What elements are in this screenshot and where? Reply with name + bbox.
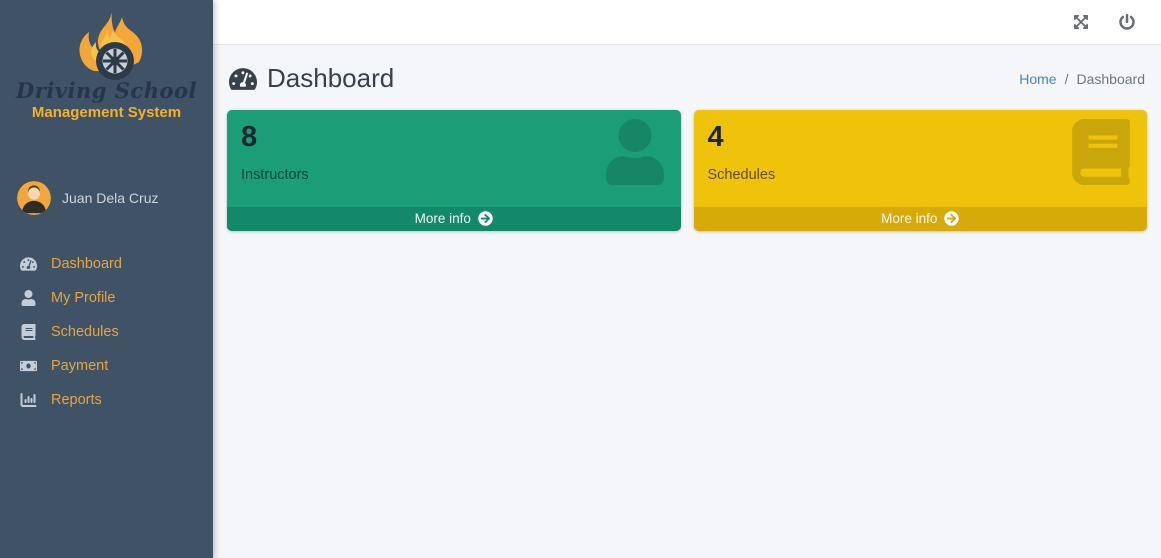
arrow-circle-right-icon	[944, 211, 960, 226]
more-info-label: More info	[881, 211, 938, 226]
sidebar-item-dashboard[interactable]: Dashboard	[0, 247, 213, 281]
fullscreen-icon[interactable]	[1073, 14, 1089, 30]
page-title-text: Dashboard	[267, 63, 395, 93]
content: Dashboard Home / Dashboard 8 Instructors…	[213, 45, 1161, 231]
breadcrumb-home-link[interactable]: Home	[1019, 70, 1057, 87]
sidebar-item-label: Reports	[51, 392, 102, 408]
tachometer-icon	[229, 67, 257, 90]
schedules-count: 4	[707, 121, 724, 153]
user-icon	[605, 119, 664, 185]
schedules-card: 4 Schedules More info	[693, 110, 1148, 231]
avatar	[17, 181, 51, 215]
bar-chart-icon	[18, 392, 38, 408]
book-icon	[1072, 119, 1130, 185]
schedules-card-inner: 4 Schedules	[694, 110, 1148, 207]
instructors-more-info-link[interactable]: More info	[227, 207, 681, 231]
user-name: Juan Dela Cruz	[62, 190, 159, 206]
brand-name: Driving School	[16, 78, 197, 103]
topbar	[213, 0, 1161, 45]
sidebar-item-my-profile[interactable]: My Profile	[0, 281, 213, 315]
arrow-circle-right-icon	[478, 211, 493, 226]
content-header: Dashboard Home / Dashboard	[227, 59, 1147, 110]
sidebar-item-label: Dashboard	[51, 256, 122, 272]
sidebar-item-label: My Profile	[51, 290, 116, 306]
sidebar-nav: Dashboard My Profile Schedules Payment R…	[0, 247, 213, 417]
wheel-icon	[95, 42, 134, 80]
sidebar-item-schedules[interactable]: Schedules	[0, 315, 213, 349]
main-area: Dashboard Home / Dashboard 8 Instructors…	[213, 0, 1161, 558]
sidebar-item-payment[interactable]: Payment	[0, 349, 213, 383]
brand: Driving School Management System	[0, 0, 213, 121]
breadcrumb: Home / Dashboard	[1019, 71, 1145, 87]
brand-subtitle: Management System	[31, 104, 182, 121]
sidebar-item-label: Schedules	[51, 324, 119, 340]
more-info-label: More info	[414, 211, 471, 226]
flaming-wheel-logo-icon	[78, 8, 142, 80]
instructors-label: Instructors	[241, 167, 309, 184]
user-icon	[18, 290, 38, 306]
sidebar: Driving School Management System Juan De…	[0, 0, 213, 558]
instructors-card: 8 Instructors More info	[227, 110, 681, 231]
schedules-label: Schedules	[707, 167, 776, 184]
user-panel[interactable]: Juan Dela Cruz	[0, 173, 213, 223]
page-title: Dashboard	[229, 63, 394, 94]
money-bill-icon	[18, 358, 38, 374]
power-icon[interactable]	[1119, 14, 1135, 30]
book-icon	[18, 324, 38, 340]
tachometer-icon	[18, 256, 38, 272]
stat-cards-row: 8 Instructors More info 4 Schedules More…	[227, 110, 1147, 231]
schedules-more-info-link[interactable]: More info	[693, 207, 1147, 231]
instructors-card-inner: 8 Instructors	[227, 110, 681, 207]
breadcrumb-separator: /	[1064, 70, 1069, 87]
sidebar-item-reports[interactable]: Reports	[0, 383, 213, 417]
breadcrumb-current: Dashboard	[1076, 70, 1146, 87]
instructors-count: 8	[241, 121, 258, 153]
sidebar-item-label: Payment	[51, 358, 109, 374]
